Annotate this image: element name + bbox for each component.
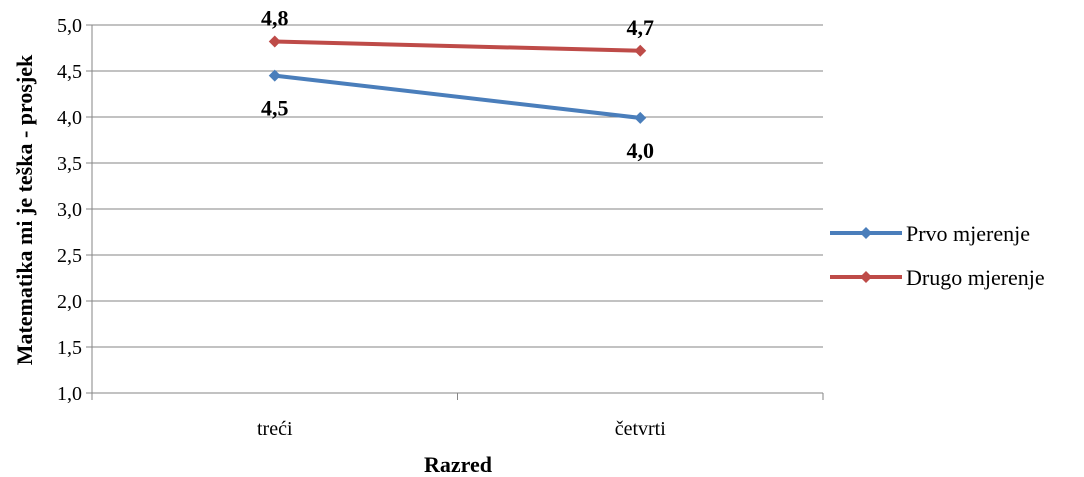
legend-marker: [860, 227, 872, 239]
y-tick-label: 2,0: [57, 291, 82, 313]
series: [268, 35, 647, 124]
y-axis-title: Matematika mi je teška - prosjek: [12, 54, 37, 365]
series-line: [274, 39, 641, 53]
data-point: [268, 35, 281, 48]
axes: 1,0 1,5 2,0 2,5 3,0 3,5 4,0 4,5 5,0 treći četvrti: [57, 15, 824, 440]
y-tick-label: 2,5: [57, 245, 82, 267]
data-label: 4,5: [261, 96, 289, 121]
data-label: 4,7: [627, 15, 655, 40]
y-tick-label: 1,0: [57, 383, 82, 405]
x-tick-label: četvrti: [615, 418, 667, 440]
y-tick-label: 4,0: [57, 107, 82, 129]
legend-label: Drugo mjerenje: [906, 265, 1045, 290]
data-point: [634, 44, 647, 57]
data-point: [634, 111, 647, 124]
y-tick-label: 1,5: [57, 337, 82, 359]
data-label: 4,8: [261, 6, 289, 31]
data-point: [268, 69, 281, 82]
legend: Prvo mjerenje Drugo mjerenje: [830, 221, 1045, 290]
gridlines: [92, 24, 823, 348]
x-axis-title: Razred: [424, 452, 492, 477]
y-tick-label: 3,0: [57, 199, 82, 221]
legend-entry: Drugo mjerenje: [830, 265, 1045, 290]
y-tick-label: 3,5: [57, 153, 82, 175]
data-label: 4,0: [627, 138, 655, 163]
y-tick-label: 4,5: [57, 61, 82, 83]
legend-entry: Prvo mjerenje: [830, 221, 1030, 246]
legend-marker: [860, 271, 872, 283]
series-line: [274, 73, 641, 120]
y-tick-label: 5,0: [57, 15, 82, 37]
legend-label: Prvo mjerenje: [906, 221, 1030, 246]
x-tick-label: treći: [257, 418, 293, 440]
data-labels: 4,5 4,0 4,8 4,7: [261, 6, 654, 163]
